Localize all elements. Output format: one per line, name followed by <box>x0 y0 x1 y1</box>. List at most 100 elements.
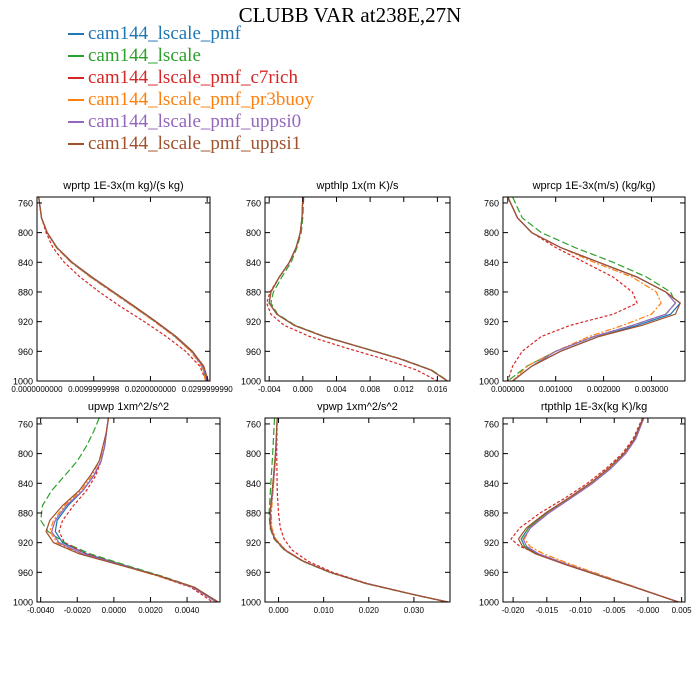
series-line <box>49 418 217 602</box>
y-tick-label: 960 <box>246 347 261 357</box>
y-tick-label: 920 <box>18 538 33 548</box>
y-tick-label: 760 <box>18 419 33 429</box>
x-tick-label: 0.002000 <box>587 385 621 394</box>
y-tick-label: 760 <box>246 198 261 208</box>
x-tick-label: 0.0020 <box>138 606 163 615</box>
y-tick-label: 960 <box>18 568 33 578</box>
x-tick-label: 0.010 <box>314 606 335 615</box>
y-tick-label: 1000 <box>479 598 499 608</box>
y-tick-label: 1000 <box>13 598 33 608</box>
panel-title: rtpthlp 1E-3x(kg K)/kg <box>541 401 647 413</box>
y-tick-label: 880 <box>484 508 499 518</box>
panel-title: wpthlp 1x(m K)/s <box>316 180 399 192</box>
x-tick-label: 0.000000 <box>491 385 525 394</box>
x-tick-label: -0.0040 <box>27 606 55 615</box>
x-tick-label: 0.012 <box>394 385 415 394</box>
plot-frame <box>264 417 451 603</box>
legend-label: cam144_lscale <box>88 45 201 66</box>
x-tick-label: 0.0299999990 <box>182 385 234 394</box>
x-tick-label: 0.0040 <box>175 606 200 615</box>
y-tick-label: 960 <box>484 568 499 578</box>
y-tick-label: 760 <box>18 198 33 208</box>
legend-swatch <box>68 121 84 123</box>
x-tick-label: 0.016 <box>427 385 448 394</box>
x-tick-label: 0.004 <box>326 385 347 394</box>
x-tick-label: -0.020 <box>502 606 525 615</box>
y-tick-label: 920 <box>246 538 261 548</box>
legend-label: cam144_lscale_pmf <box>88 23 242 44</box>
series-line <box>510 418 679 602</box>
series-line <box>269 418 448 602</box>
y-tick-label: 1000 <box>241 598 261 608</box>
panel-title: wprtp 1E-3x(m kg)/(s kg) <box>62 180 183 192</box>
y-tick-label: 920 <box>484 538 499 548</box>
panel-title: vpwp 1xm^2/s^2 <box>317 401 398 413</box>
legend-label: cam144_lscale_pmf_pr3buoy <box>88 89 314 110</box>
y-tick-label: 880 <box>18 508 33 518</box>
y-tick-label: 880 <box>246 508 261 518</box>
series-line <box>507 197 677 381</box>
y-tick-label: 1000 <box>13 377 33 387</box>
series-line <box>269 418 448 602</box>
series-line <box>38 197 209 381</box>
chart-panel: vpwp 1xm^2/s^2 760 800 840 880 920 960 1000 0.00… <box>241 401 451 615</box>
x-tick-label: -0.0020 <box>64 606 92 615</box>
series-line <box>522 418 679 602</box>
y-tick-label: 760 <box>246 419 261 429</box>
legend-label: cam144_lscale_pmf_uppsi1 <box>88 133 302 154</box>
series-line <box>507 197 681 381</box>
legend-label: cam144_lscale_pmf_uppsi0 <box>88 111 302 132</box>
series-line <box>268 197 448 381</box>
plot-frame <box>502 196 686 382</box>
y-tick-label: 880 <box>18 287 33 297</box>
legend-swatch <box>68 143 84 145</box>
series-line <box>268 197 448 381</box>
series-line <box>523 418 679 602</box>
panel-title: upwp 1xm^2/s^2 <box>88 401 169 413</box>
y-tick-label: 800 <box>484 449 499 459</box>
x-tick-label: 0.005 <box>672 606 693 615</box>
y-tick-label: 760 <box>484 198 499 208</box>
y-tick-label: 840 <box>484 479 499 489</box>
legend-item: cam144_lscale_pmf_c7rich <box>68 67 314 89</box>
x-tick-label: 0.020 <box>359 606 380 615</box>
series-line <box>507 197 638 381</box>
legend-item: cam144_lscale_pmf_uppsi0 <box>68 111 314 133</box>
x-tick-label: 0.030 <box>404 606 425 615</box>
y-tick-label: 800 <box>484 228 499 238</box>
y-tick-label: 880 <box>246 287 261 297</box>
x-tick-label: -0.004 <box>258 385 281 394</box>
y-tick-label: 1000 <box>241 377 261 387</box>
chart-panel: rtpthlp 1E-3x(kg K)/kg 760 800 840 880 920 960… <box>479 401 692 615</box>
y-tick-label: 840 <box>484 258 499 268</box>
y-tick-label: 840 <box>246 258 261 268</box>
series-line <box>58 418 214 602</box>
x-tick-label: 0.000 <box>269 606 290 615</box>
x-tick-label: 0.001000 <box>539 385 573 394</box>
series-line <box>507 197 677 381</box>
plot-frame <box>264 196 451 382</box>
y-tick-label: 1000 <box>479 377 499 387</box>
y-tick-label: 840 <box>18 479 33 489</box>
series-line <box>38 197 207 381</box>
legend: cam144_lscale_pmf cam144_lscale cam144_lsc… <box>68 23 314 155</box>
legend-item: cam144_lscale_pmf_uppsi1 <box>68 133 314 155</box>
y-tick-label: 840 <box>246 479 261 489</box>
x-tick-label: 0.003000 <box>635 385 669 394</box>
y-tick-label: 920 <box>246 317 261 327</box>
series-line <box>270 197 449 381</box>
legend-item: cam144_lscale <box>68 45 314 67</box>
y-tick-label: 920 <box>484 317 499 327</box>
series-line <box>38 197 208 381</box>
series-line <box>38 197 209 381</box>
y-tick-label: 920 <box>18 317 33 327</box>
y-tick-label: 880 <box>484 287 499 297</box>
series-line <box>54 418 217 602</box>
y-tick-label: 960 <box>18 347 33 357</box>
panel-title: wprcp 1E-3x(m/s) (kg/kg) <box>532 180 656 192</box>
x-tick-label: 0.0000000000 <box>11 385 63 394</box>
plot-frame <box>36 417 221 603</box>
series-line <box>45 418 219 602</box>
y-tick-label: 960 <box>484 347 499 357</box>
